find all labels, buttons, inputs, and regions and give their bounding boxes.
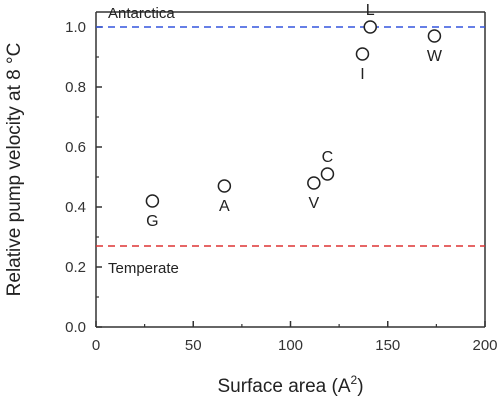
x-tick-label: 150 xyxy=(375,337,400,354)
reference-line-label: Temperate xyxy=(108,260,179,277)
x-axis-label-superscript: 2 xyxy=(351,373,358,387)
y-tick-label: 0.2 xyxy=(65,259,86,276)
axes-group: 0 50 100 150 200 0.0 0.2 0.4 0.6 0.8 1.0 xyxy=(65,11,498,354)
data-point-label: C xyxy=(322,149,334,166)
y-tick-label: 0.8 xyxy=(65,79,86,96)
data-point-label: G xyxy=(146,213,158,230)
data-point xyxy=(320,167,335,181)
data-point xyxy=(355,47,370,61)
x-axis-label-suffix: ) xyxy=(357,376,363,397)
reference-lines: Antarctica Temperate xyxy=(96,5,485,277)
y-tick-label: 0.0 xyxy=(65,319,86,336)
data-point-label: W xyxy=(427,48,443,65)
data-point xyxy=(217,179,232,193)
y-axis-label: Relative pump velocity at 8 °C xyxy=(4,43,25,297)
data-point-label: L xyxy=(366,2,375,19)
data-point-label: A xyxy=(219,198,230,215)
x-axis-label-main: Surface area (A xyxy=(217,376,350,397)
y-tick-label: 0.4 xyxy=(65,199,86,216)
x-tick-label: 50 xyxy=(185,337,202,354)
data-point xyxy=(307,176,321,190)
y-tick-label: 1.0 xyxy=(65,19,86,36)
x-tick-label: 100 xyxy=(278,337,303,354)
x-tick-label: 0 xyxy=(92,337,100,354)
data-point xyxy=(427,29,442,43)
data-point xyxy=(363,20,377,34)
data-points: G A V C I L W xyxy=(145,2,443,230)
x-tick-label: 200 xyxy=(472,337,497,354)
x-axis-label: Surface area (A2) xyxy=(217,373,363,397)
reference-line-label: Antarctica xyxy=(108,5,175,22)
data-point-label: I xyxy=(360,66,364,83)
data-point-label: V xyxy=(309,195,320,212)
y-tick-label: 0.6 xyxy=(65,139,86,156)
data-point xyxy=(145,194,160,208)
